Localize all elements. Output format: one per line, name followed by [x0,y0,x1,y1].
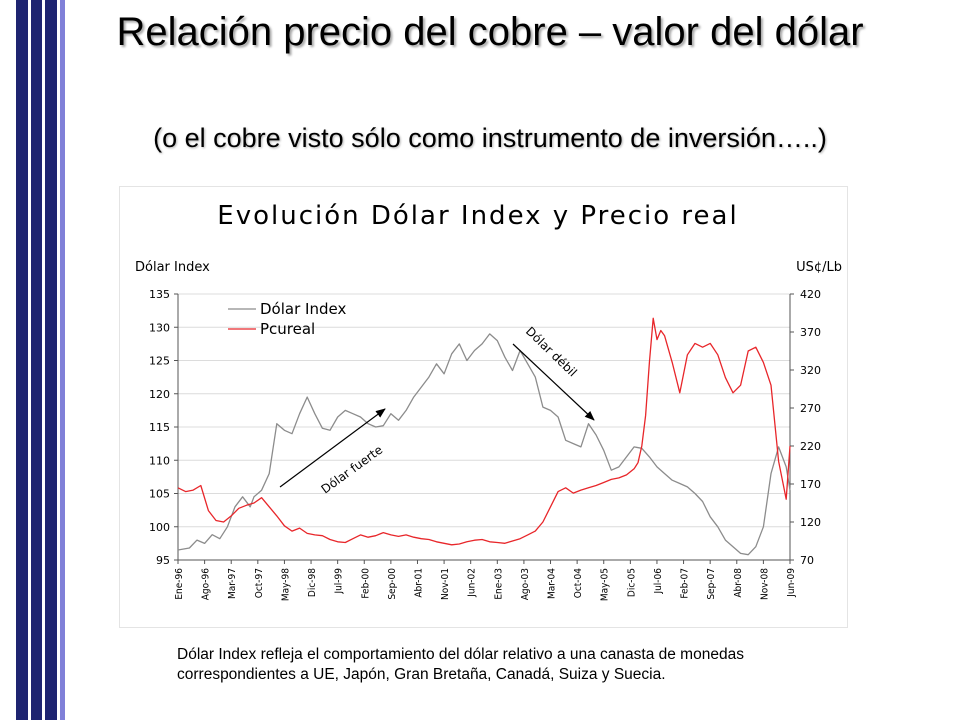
y-axis-left-label: Dólar Index [135,260,210,275]
chart-legend: Dólar Index Pcureal [228,300,346,338]
x-tick-label: Abr-08 [733,568,744,598]
x-tick-label: Abr-01 [413,568,424,598]
right-tick-label: 120 [800,516,821,529]
sidebar-stripe-1 [16,0,28,720]
right-tick-label: 70 [800,554,814,567]
arrow-dolar-debil [512,343,595,421]
left-tick-label: 115 [149,421,170,434]
chart-frame: Evolución Dólar Index y Precio real Dóla… [119,186,848,628]
left-tick-label: 125 [149,355,170,368]
right-tick-label: 320 [800,364,821,377]
x-tick-label: Ago-03 [520,568,531,600]
slide-title: Relación precio del cobre – valor del dó… [116,10,864,54]
footnote: Dólar Index refleja el comportamiento de… [177,646,744,683]
x-tick-label: Dic-98 [307,568,318,597]
left-tick-label: 95 [156,554,170,567]
x-tick-label: Feb-00 [360,568,371,599]
x-tick-label: Jul-06 [653,568,664,595]
left-tick-label: 130 [149,321,170,334]
left-tick-label: 135 [149,288,170,301]
sidebar-stripe-4 [60,0,65,720]
x-tick-label: Sep-00 [387,568,398,600]
x-tick-label: Jul-99 [334,568,345,595]
x-tick-label: Sep-07 [706,568,717,600]
chart-title: Evolución Dólar Index y Precio real [217,201,738,231]
chart-svg: Evolución Dólar Index y Precio real Dóla… [135,201,842,601]
y-axis-right-label: US¢/Lb [796,260,842,275]
right-tick-label: 270 [800,402,821,415]
series-line-dolar-index [177,333,791,556]
arrow-dolar-fuerte [279,408,386,488]
x-tick-label: Ene-03 [493,568,504,600]
x-tick-label: Feb-07 [680,568,691,599]
x-tick-label: Dic-05 [626,568,637,597]
left-tick-label: 105 [149,488,170,501]
x-tick-label: Mar-04 [547,568,558,599]
right-tick-label: 420 [800,288,821,301]
x-tick-label: May-98 [280,568,291,601]
x-tick-label: Nov-01 [440,568,451,600]
left-tick-label: 110 [149,454,170,467]
x-tick-label: Oct-04 [573,568,584,599]
sidebar-stripe-3 [45,0,57,720]
slide-subtitle: (o el cobre visto sólo como instrumento … [153,123,827,153]
x-tick-label: Ene-96 [174,568,185,600]
x-tick-label: Mar-97 [227,568,238,599]
right-tick-label: 170 [800,478,821,491]
x-tick-label: Oct-97 [254,568,265,598]
x-tick-label: Ago-96 [201,568,212,601]
right-tick-label: 370 [800,326,821,339]
x-tick-label: Nov-08 [759,568,770,600]
sidebar-stripe-2 [31,0,42,720]
series-line-pcureal [177,317,791,546]
x-tick-label: Jun-02 [467,568,478,598]
left-tick-label: 120 [149,388,170,401]
x-tick-label: May-05 [600,568,611,601]
right-tick-label: 220 [800,440,821,453]
legend-label-dolar-index: Dólar Index [260,300,346,318]
left-tick-label: 100 [149,521,170,534]
legend-label-pcureal: Pcureal [260,320,315,338]
x-tick-label: Jun-09 [786,568,797,598]
